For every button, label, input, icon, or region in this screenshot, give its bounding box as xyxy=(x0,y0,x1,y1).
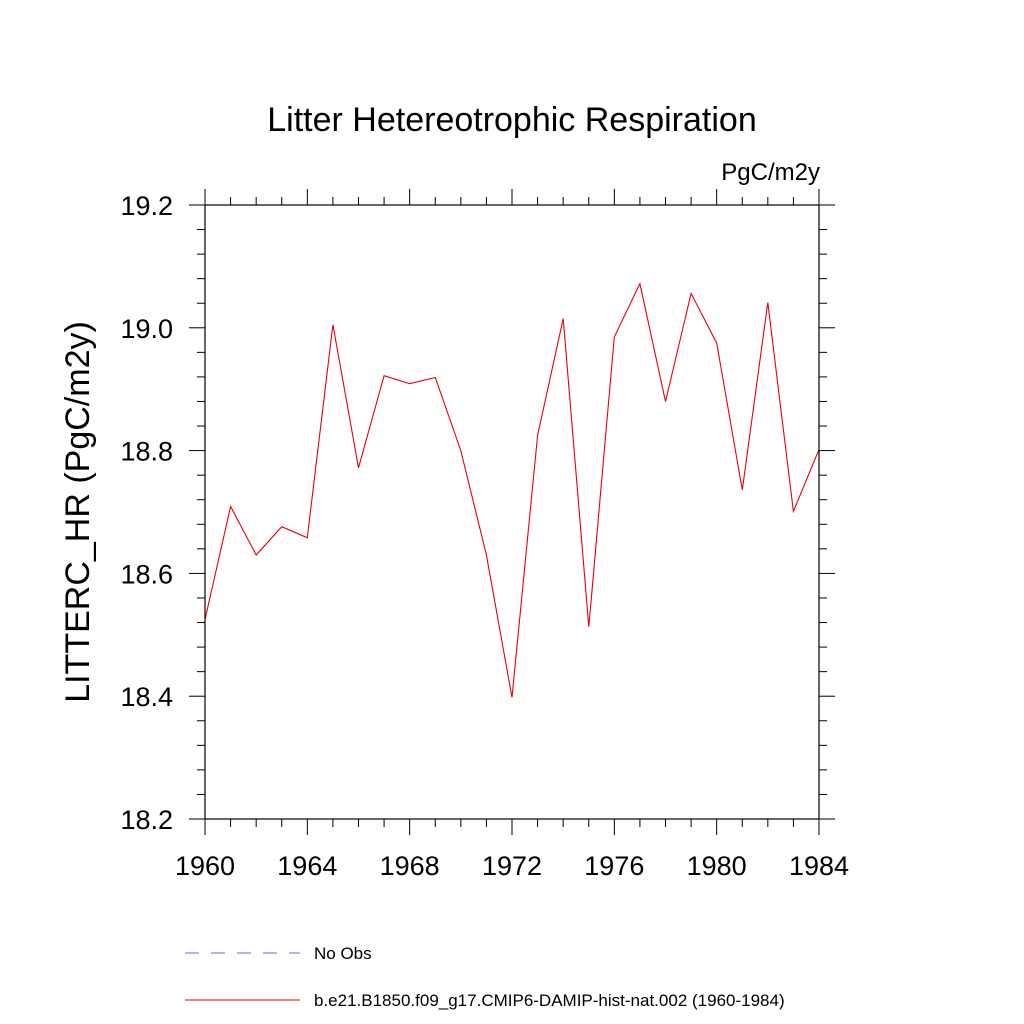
series-line-0 xyxy=(204,281,820,698)
x-tick-label: 1972 xyxy=(482,851,542,881)
units-label: PgC/m2y xyxy=(721,159,820,186)
chart-title: Litter Hetereotrophic Respiration xyxy=(267,101,756,139)
x-tick-label: 1960 xyxy=(175,851,235,881)
legend: No Obs b.e21.B1850.f09_g17.CMIP6-DAMIP-h… xyxy=(185,944,785,1010)
y-tick-label: 18.6 xyxy=(120,559,173,589)
axis-ticks xyxy=(189,189,835,835)
x-tick-label: 1968 xyxy=(380,851,440,881)
x-tick-label: 1976 xyxy=(584,851,644,881)
y-axis-label: LITTERC_HR (PgC/m2y) xyxy=(59,321,97,703)
y-tick-label: 18.2 xyxy=(120,805,173,835)
y-tick-label: 18.4 xyxy=(120,682,173,712)
series-layer xyxy=(204,281,820,698)
y-tick-label: 18.8 xyxy=(120,437,173,467)
y-tick-label: 19.2 xyxy=(120,191,173,221)
tick-labels: 1960 1964 1968 1972 1976 1980 1984 18.2 18.4 18.6… xyxy=(120,191,849,881)
plot-frame xyxy=(204,204,820,820)
x-tick-label: 1980 xyxy=(687,851,747,881)
legend-label-model: b.e21.B1850.f09_g17.CMIP6-DAMIP-hist-nat… xyxy=(314,991,785,1010)
legend-label-no-obs: No Obs xyxy=(314,944,372,963)
y-tick-label: 19.0 xyxy=(120,314,173,344)
x-tick-label: 1964 xyxy=(277,851,337,881)
x-tick-label: 1984 xyxy=(789,851,849,881)
